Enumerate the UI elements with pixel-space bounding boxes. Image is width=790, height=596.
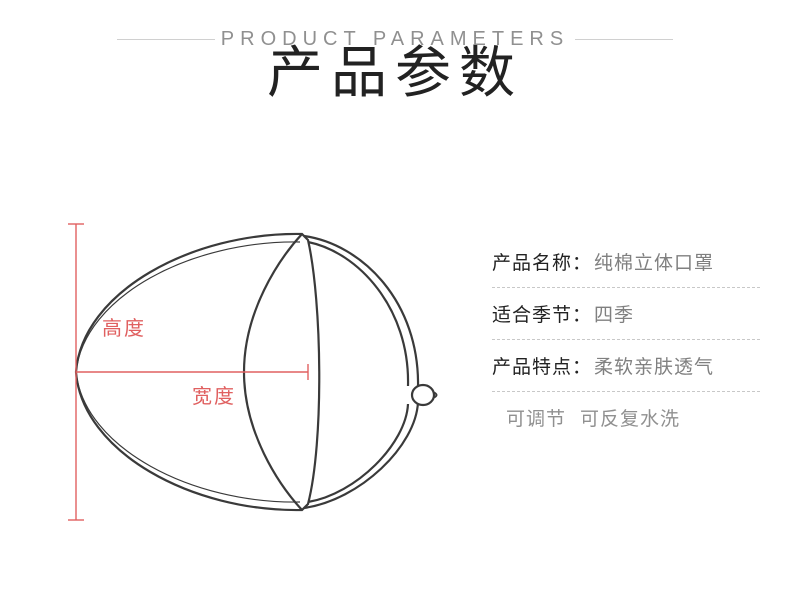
spec-value: 四季 [594,300,634,327]
spec-value: 纯棉立体口罩 [594,248,714,275]
content: 高度 宽度 产品名称： 纯棉立体口罩 适合季节： 四季 产品特点： 柔软亲肤透气… [0,200,790,596]
subtitle-text: PRODUCT PARAMETERS [221,28,569,51]
spec-table: 产品名称： 纯棉立体口罩 适合季节： 四季 产品特点： 柔软亲肤透气 可调节 可… [492,236,760,431]
spec-value: 柔软亲肤透气 [594,352,714,379]
spec-label: 适合季节： [492,300,592,327]
spec-row: 产品名称： 纯棉立体口罩 [492,236,760,288]
spec-tag: 可反复水洗 [580,404,680,431]
divider-line-icon [117,39,215,40]
page-title: 产品参数 [0,45,790,101]
dimension-label-height: 高度 [102,312,146,341]
mask-diagram: 高度 宽度 [22,212,462,572]
mask-outline-icon [22,212,462,572]
subtitle-row: PRODUCT PARAMETERS [0,28,790,51]
spec-tag: 可调节 [506,404,566,431]
dimension-label-width: 宽度 [192,380,236,409]
spec-label: 产品名称： [492,248,592,275]
header: PRODUCT PARAMETERS 产品参数 [0,0,790,101]
page: PRODUCT PARAMETERS 产品参数 [0,0,790,596]
spec-tags: 可调节 可反复水洗 [492,392,760,431]
divider-line-icon [575,39,673,40]
spec-label: 产品特点： [492,352,592,379]
spec-row: 适合季节： 四季 [492,288,760,340]
spec-row: 产品特点： 柔软亲肤透气 [492,340,760,392]
